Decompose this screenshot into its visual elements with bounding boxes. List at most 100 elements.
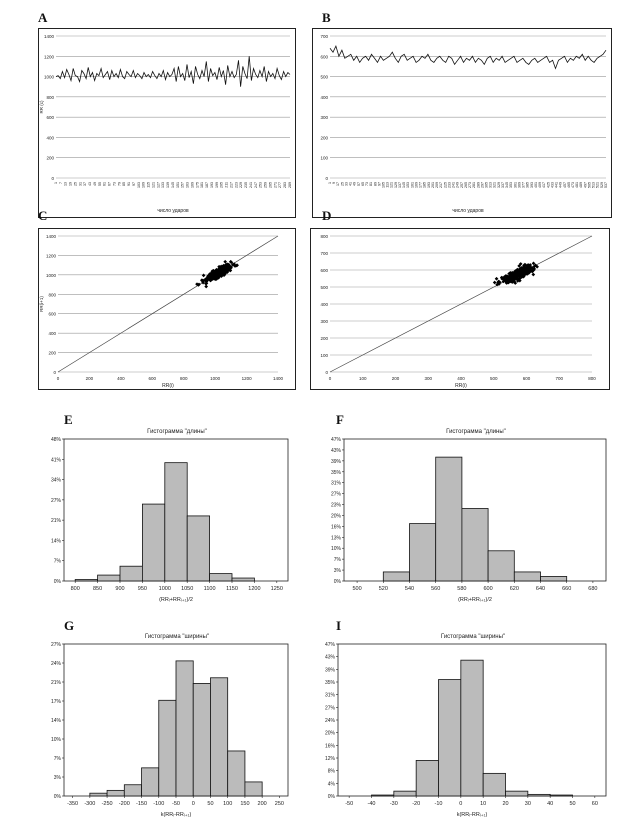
histogram-bar xyxy=(74,579,99,582)
x-tick-label: 175 xyxy=(195,182,199,188)
y-tick-label: 0 xyxy=(53,370,56,375)
x-tick-label: 157 xyxy=(181,182,185,188)
histogram-bar xyxy=(244,781,263,797)
x-tick-label: 620 xyxy=(510,586,519,592)
y-tick-label: 200 xyxy=(48,351,56,356)
histogram-bar xyxy=(513,571,541,582)
x-tick-label: 55 xyxy=(98,182,102,186)
x-tick-label: 800 xyxy=(180,376,188,381)
y-tick-label: 10% xyxy=(51,737,62,743)
y-tick-label: 43% xyxy=(331,448,342,454)
chart-title: Гистограмма "ширины" xyxy=(145,634,209,640)
x-tick-label: 145 xyxy=(171,182,175,188)
x-tick-label: 40 xyxy=(547,801,553,807)
x-tick-label: -10 xyxy=(435,801,443,807)
x-tick-label: 223 xyxy=(234,182,238,188)
x-tick-label: 217 xyxy=(229,182,233,188)
x-tick-label: 37 xyxy=(83,182,87,186)
chart-panel-f: Гистограмма "длины" 0% 3% 7% 10% 13% 16% 20% 23%… xyxy=(331,429,607,603)
x-tick-label: 79 xyxy=(117,182,121,186)
scatter-point xyxy=(204,284,209,289)
x-tick-label: 253 xyxy=(259,182,263,188)
x-tick-label: 425 xyxy=(546,182,550,188)
y-tick-label: 24% xyxy=(325,718,336,724)
x-tick-label: 1250 xyxy=(271,586,283,592)
y-tick-label: 1000 xyxy=(46,273,57,278)
scatter-point xyxy=(219,270,224,275)
y-tick-label: 27% xyxy=(51,498,62,504)
panel-letter: B xyxy=(322,10,331,25)
x-tick-label: 137 xyxy=(398,182,402,188)
panel-letter: G xyxy=(64,618,75,633)
y-tick-label: 400 xyxy=(46,135,54,140)
y-tick-label: 10% xyxy=(331,546,342,552)
histogram-bar xyxy=(209,573,233,582)
x-tick-label: 265 xyxy=(464,182,468,188)
x-tick-label: -50 xyxy=(172,801,180,807)
x-tick-label: 50 xyxy=(207,801,213,807)
x-tick-label: 249 xyxy=(456,182,460,188)
y-tick-label: 1400 xyxy=(46,234,57,239)
x-tick-label: -50 xyxy=(345,801,353,807)
x-tick-label: 580 xyxy=(457,586,466,592)
x-tick-label: 540 xyxy=(405,586,414,592)
x-tick-label: 209 xyxy=(435,182,439,188)
x-tick-label: 409 xyxy=(538,182,542,188)
x-tick-label: 277 xyxy=(278,182,282,188)
scatter-point xyxy=(206,277,211,281)
chart-title: Гистограмма "ширины" xyxy=(441,634,505,640)
x-tick-label: 31 xyxy=(78,182,82,186)
y-tick-label: 8% xyxy=(328,769,336,775)
y-tick-label: 23% xyxy=(331,503,342,509)
x-tick-label: 0 xyxy=(192,801,195,807)
x-tick-label: 17 xyxy=(336,182,340,186)
y-tick-label: 500 xyxy=(320,285,328,290)
x-tick-label: 500 xyxy=(490,376,498,381)
y-tick-label: 17% xyxy=(51,699,62,705)
x-tick-label: 297 xyxy=(480,182,484,188)
histogram-bar xyxy=(487,550,515,582)
y-tick-label: 31% xyxy=(325,693,336,699)
y-tick-label: 16% xyxy=(331,524,342,530)
chart-panel-d: 0 100 200 300 400 500 600 700 800 0 100 200 300 400 50… xyxy=(310,228,610,390)
x-tick-label: 0 xyxy=(329,376,332,381)
x-tick-label: 185 xyxy=(423,182,427,188)
y-tick-label: 400 xyxy=(320,302,328,307)
x-tick-label: 9 xyxy=(332,182,336,184)
histogram-bar xyxy=(158,699,177,797)
histogram-bar xyxy=(435,456,463,582)
scatter-point xyxy=(508,273,512,278)
x-axis-label: k(RRᵢ-RRᵢ₊₁) xyxy=(161,812,192,818)
x-tick-label: 145 xyxy=(402,182,406,188)
y-tick-label: 600 xyxy=(48,312,56,317)
x-tick-label: 257 xyxy=(460,182,464,188)
y-tick-label: 39% xyxy=(325,667,336,673)
y-tick-label: 700 xyxy=(320,34,328,39)
histogram-bar xyxy=(461,508,489,582)
x-tick-label: 560 xyxy=(431,586,440,592)
chart-panel-i: Гистограмма "ширины" 0% 4% 8% 12% 16% 20% 24% 27… xyxy=(325,634,607,818)
y-tick-label: 47% xyxy=(331,437,342,443)
scatter-point xyxy=(201,273,206,278)
x-tick-label: 211 xyxy=(225,182,229,188)
x-tick-label: 529 xyxy=(600,182,604,188)
histogram-bar xyxy=(540,576,568,582)
chart-frame xyxy=(38,228,296,390)
y-tick-label: 14% xyxy=(51,538,62,544)
x-tick-label: 19 xyxy=(69,182,73,186)
histogram-bar xyxy=(192,683,211,797)
x-tick-label: 7 xyxy=(59,182,63,184)
x-tick-label: 67 xyxy=(108,182,112,186)
y-tick-label: 12% xyxy=(325,756,336,762)
x-tick-label: 345 xyxy=(505,182,509,188)
x-tick-label: 43 xyxy=(88,182,92,186)
x-tick-label: 100 xyxy=(359,376,367,381)
x-tick-label: 800 xyxy=(588,376,596,381)
x-tick-label: 41 xyxy=(349,182,353,186)
x-tick-label: 900 xyxy=(115,586,124,592)
y-tick-label: 47% xyxy=(325,642,336,648)
x-tick-label: 300 xyxy=(424,376,432,381)
y-tick-label: 1200 xyxy=(46,253,57,258)
chart-panel-g: Гистограмма "ширины" 0% 3% 7% 10% 14% 17% 21% 24… xyxy=(51,634,289,818)
x-tick-label: 73 xyxy=(365,182,369,186)
